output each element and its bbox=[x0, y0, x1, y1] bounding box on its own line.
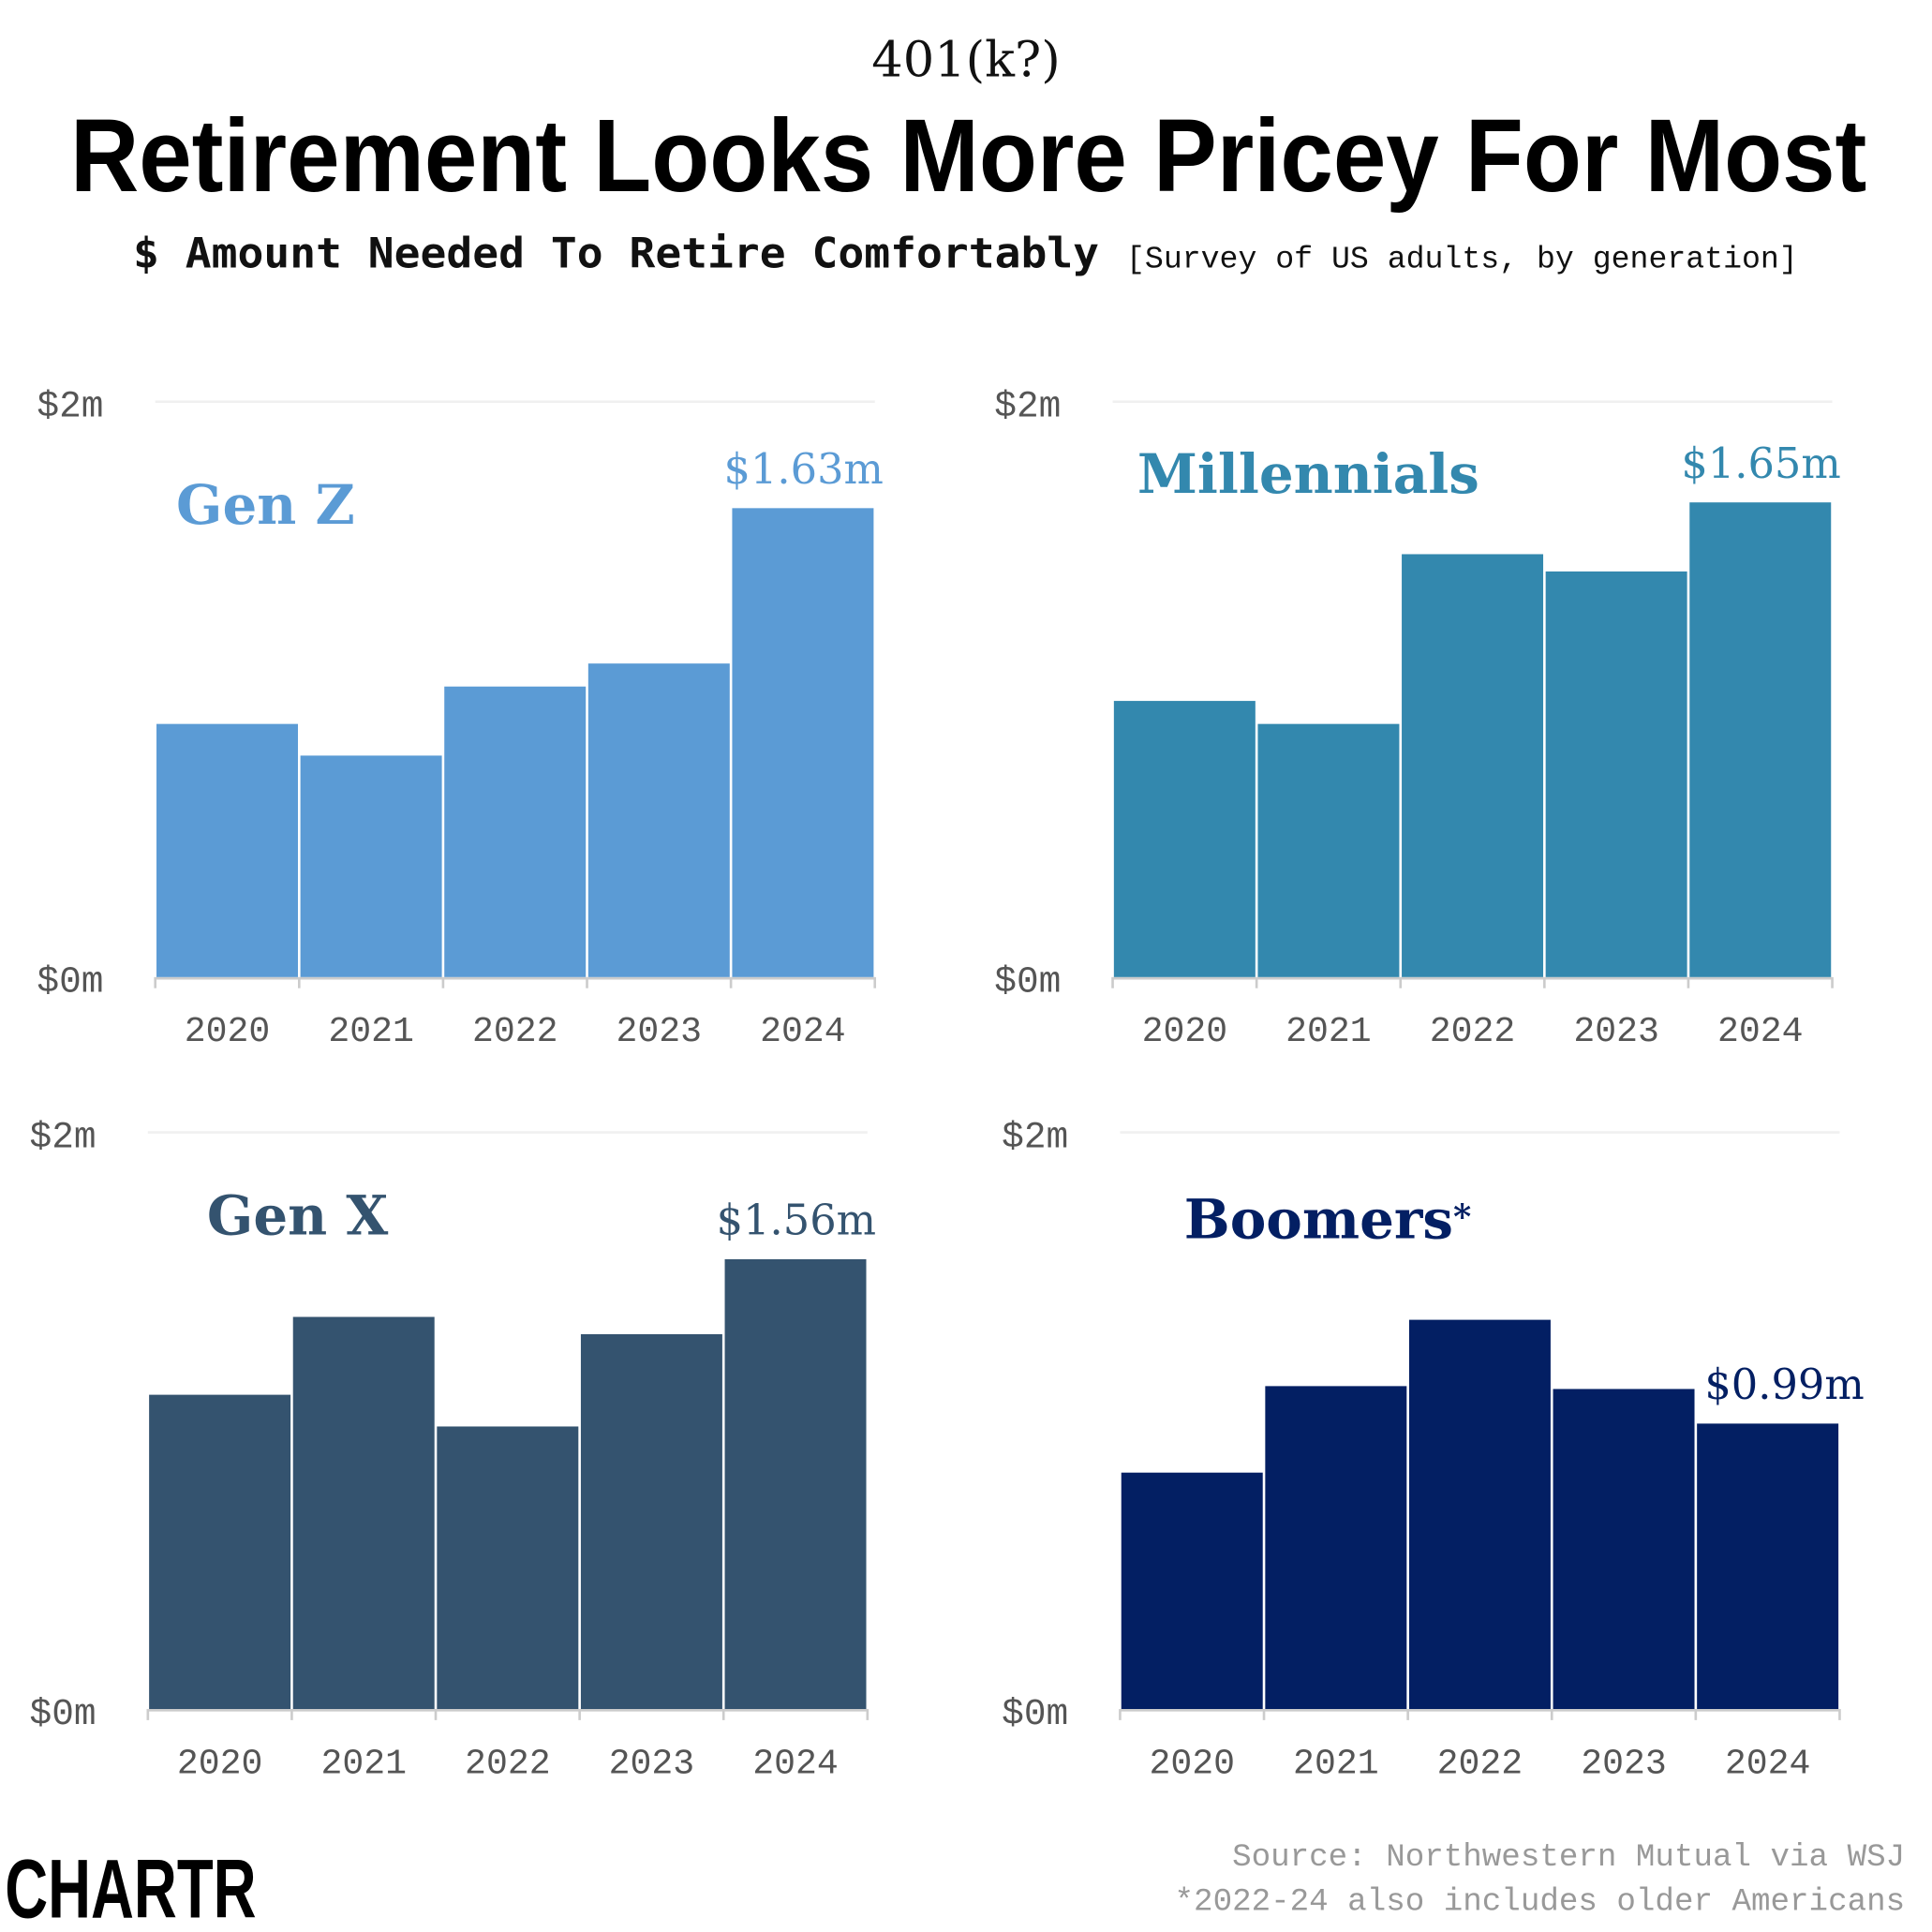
boomers-bar bbox=[1121, 1472, 1263, 1710]
millennials-bar bbox=[1257, 723, 1400, 977]
boomers-xtick-label: 2022 bbox=[1437, 1744, 1523, 1784]
gen-z-xtick-label: 2022 bbox=[472, 1012, 558, 1052]
millennials-value-label: $1.65m bbox=[1681, 438, 1840, 488]
gen-x-ytick-label: $2m bbox=[30, 1116, 97, 1158]
chart-subtitle-note: [Survey of US adults, by generation] bbox=[1126, 242, 1798, 276]
gen-x-bar bbox=[292, 1316, 435, 1710]
gen-x-bar bbox=[149, 1394, 291, 1710]
source-note: Source: Northwestern Mutual via WSJ bbox=[1232, 1840, 1905, 1876]
millennials-xtick-label: 2020 bbox=[1142, 1012, 1228, 1052]
footnote: *2022-24 also includes older Americans bbox=[1175, 1884, 1906, 1920]
boomers-xtick-label: 2024 bbox=[1725, 1744, 1811, 1784]
millennials-bar bbox=[1545, 571, 1687, 977]
kicker: 401(k?) bbox=[871, 32, 1061, 89]
gen-z-value-label: $1.63m bbox=[724, 444, 884, 494]
boomers-series-label: Boomers* bbox=[1184, 1188, 1471, 1252]
chartr-logo: CHARTR bbox=[5, 1841, 256, 1932]
millennials-xtick-label: 2022 bbox=[1430, 1012, 1516, 1052]
gen-z-bar bbox=[300, 755, 442, 977]
gen-z-xtick-label: 2023 bbox=[617, 1012, 703, 1052]
boomers-bar bbox=[1697, 1423, 1839, 1710]
boomers-bar bbox=[1553, 1389, 1695, 1710]
millennials-ytick-label: $2m bbox=[994, 386, 1061, 428]
millennials-ytick-label: $0m bbox=[994, 961, 1061, 1003]
boomers-xtick-label: 2021 bbox=[1293, 1744, 1379, 1784]
gen-x-bar bbox=[724, 1258, 867, 1710]
gen-z-xtick-label: 2021 bbox=[328, 1012, 414, 1052]
gen-z-xtick-label: 2024 bbox=[760, 1012, 846, 1052]
millennials-bar bbox=[1402, 554, 1544, 977]
gen-z-xtick-label: 2020 bbox=[185, 1012, 271, 1052]
millennials-xtick-label: 2023 bbox=[1573, 1012, 1659, 1052]
millennials-xtick-label: 2024 bbox=[1717, 1012, 1804, 1052]
chart-title: Retirement Looks More Pricey For Most bbox=[70, 98, 1866, 214]
gen-x-xtick-label: 2021 bbox=[320, 1744, 407, 1784]
millennials-series-label: Millennials bbox=[1137, 442, 1479, 506]
gen-z-series-label: Gen Z bbox=[176, 473, 355, 537]
boomers-value-label: $0.99m bbox=[1704, 1360, 1864, 1409]
gen-x-bar bbox=[437, 1426, 579, 1710]
gen-x-ytick-label: $0m bbox=[30, 1693, 97, 1735]
gen-x-xtick-label: 2022 bbox=[465, 1744, 551, 1784]
gen-x-series-label: Gen X bbox=[207, 1184, 388, 1248]
gen-z-bar bbox=[587, 663, 730, 977]
chart-subtitle: $ Amount Needed To Retire Comfortably bbox=[133, 228, 1099, 277]
gen-z-ytick-label: $2m bbox=[37, 386, 103, 428]
gen-x-bar bbox=[580, 1333, 722, 1710]
gen-z-bar bbox=[732, 508, 874, 977]
boomers-bar bbox=[1408, 1319, 1551, 1710]
gen-z-bar bbox=[444, 686, 587, 977]
millennials-xtick-label: 2021 bbox=[1286, 1012, 1372, 1052]
boomers-ytick-label: $0m bbox=[1002, 1693, 1068, 1735]
millennials-bar bbox=[1689, 502, 1832, 977]
gen-x-xtick-label: 2023 bbox=[609, 1744, 695, 1784]
millennials-bar bbox=[1113, 701, 1256, 977]
boomers-bar bbox=[1265, 1386, 1407, 1710]
gen-z-ytick-label: $0m bbox=[37, 961, 103, 1003]
gen-x-xtick-label: 2024 bbox=[752, 1744, 839, 1784]
boomers-xtick-label: 2023 bbox=[1581, 1744, 1667, 1784]
boomers-xtick-label: 2020 bbox=[1149, 1744, 1235, 1784]
gen-x-value-label: $1.56m bbox=[717, 1196, 876, 1245]
boomers-ytick-label: $2m bbox=[1002, 1116, 1068, 1158]
gen-z-bar bbox=[156, 723, 298, 977]
gen-x-xtick-label: 2020 bbox=[177, 1744, 263, 1784]
